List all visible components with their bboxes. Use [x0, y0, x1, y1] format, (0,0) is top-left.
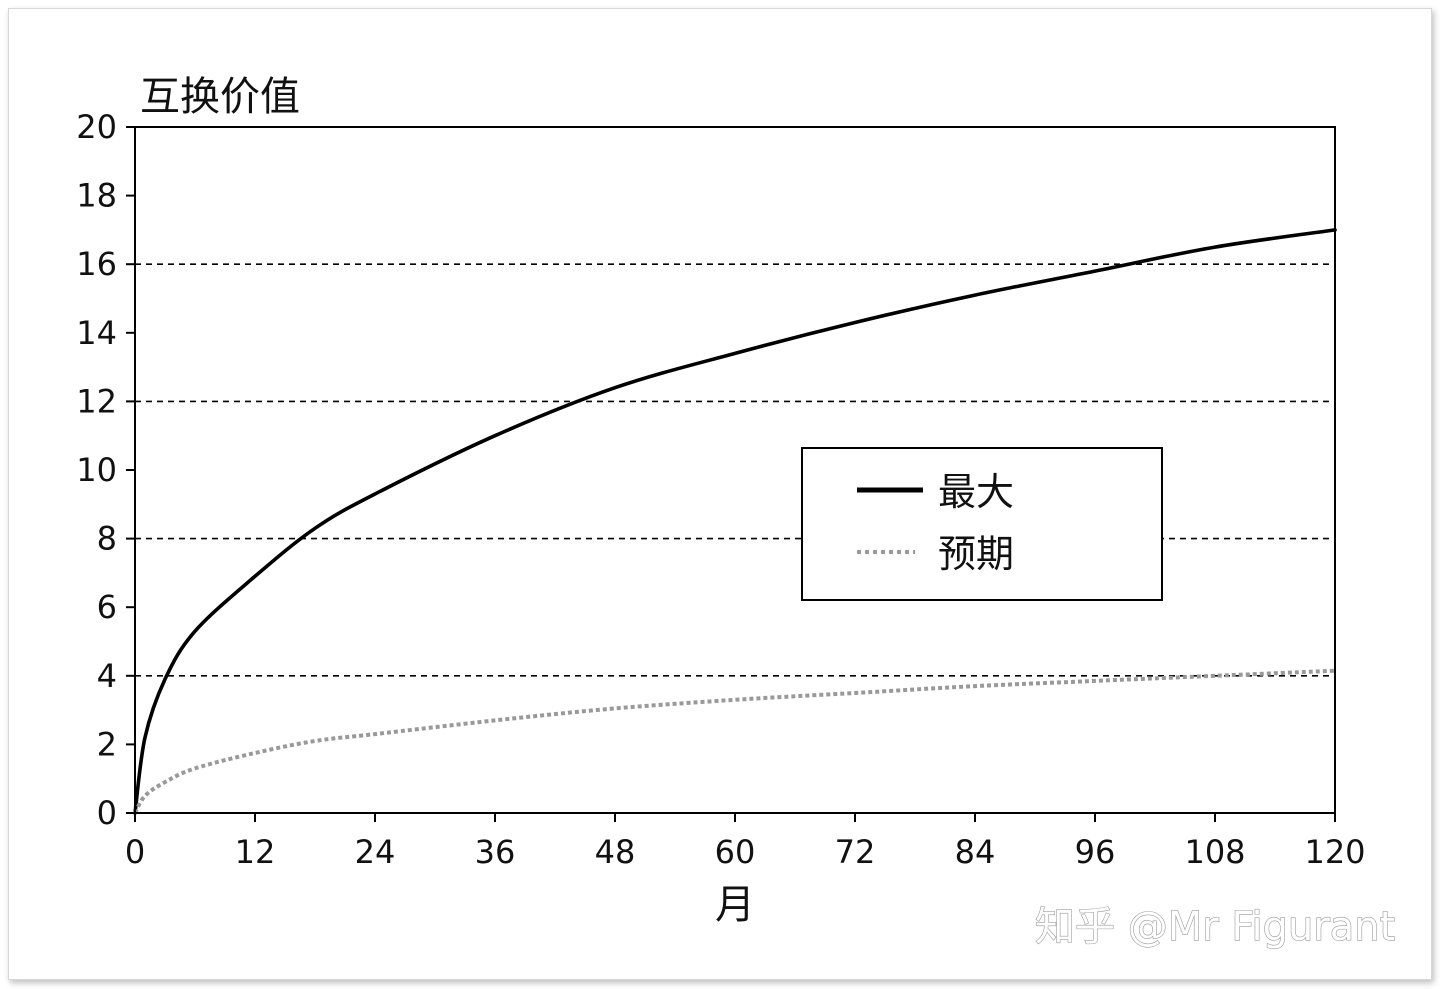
y-tick-label: 14 [76, 314, 117, 352]
x-tick-label: 12 [235, 833, 276, 871]
x-tick-label: 96 [1075, 833, 1116, 871]
y-tick-label: 10 [76, 451, 117, 489]
x-tick-label: 36 [475, 833, 516, 871]
series-lines [133, 228, 1337, 815]
x-tick-label: 84 [955, 833, 996, 871]
x-tick-label: 48 [595, 833, 636, 871]
y-tick-label: 12 [76, 382, 117, 420]
legend: 最大 预期 [801, 447, 1163, 601]
y-tick-label: 20 [76, 108, 117, 146]
y-axis-title: 互换价值 [140, 74, 300, 120]
y-tick-label: 4 [97, 657, 117, 695]
x-tick-label: 0 [125, 833, 145, 871]
y-tick-label: 8 [97, 520, 117, 558]
x-tick-label: 108 [1184, 833, 1245, 871]
x-tick-label: 72 [835, 833, 876, 871]
chart-frame [8, 8, 1432, 980]
x-tick-label: 120 [1304, 833, 1365, 871]
y-tick-label: 0 [97, 794, 117, 832]
legend-label-max: 最大 [938, 470, 1014, 514]
legend-label-expected: 预期 [938, 532, 1014, 576]
series-line-expected [133, 668, 1336, 815]
y-tick-label: 2 [97, 725, 117, 763]
x-tick-label: 24 [355, 833, 396, 871]
y-tick-label: 16 [76, 245, 117, 283]
gridlines [135, 263, 1335, 677]
y-tick-label: 6 [97, 588, 117, 626]
watermark: 知乎 @Mr Figurant [1035, 904, 1395, 950]
x-axis-title: 月 [715, 882, 755, 928]
x-tick-label: 60 [715, 833, 756, 871]
legend-box [801, 447, 1163, 601]
y-tick-label: 18 [76, 177, 117, 215]
series-line-max [133, 228, 1337, 815]
